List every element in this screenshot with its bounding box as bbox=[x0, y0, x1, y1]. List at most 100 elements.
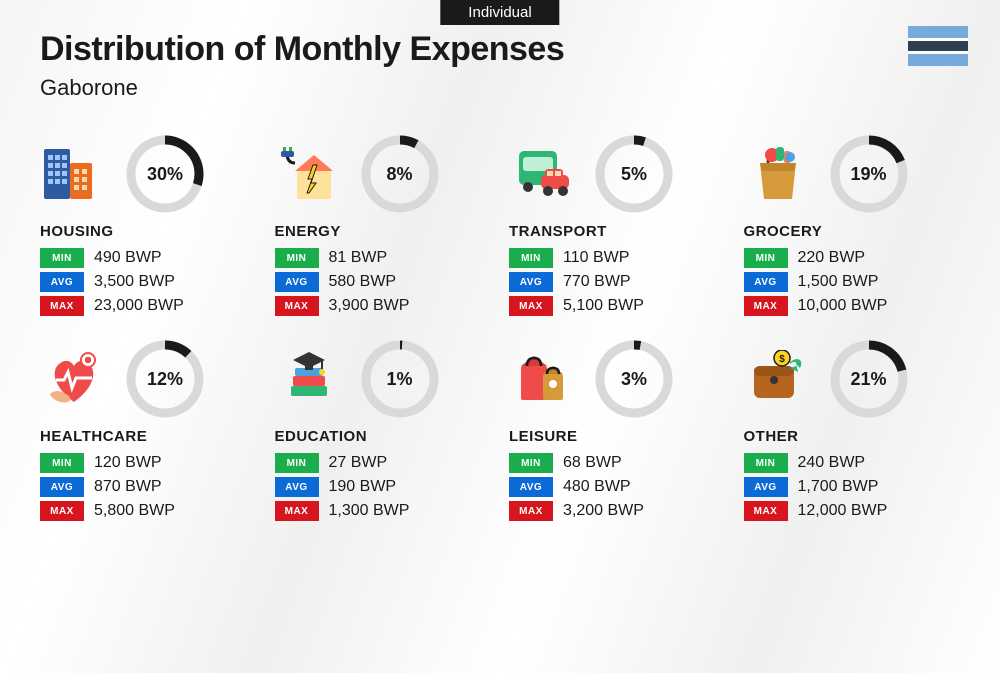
percent-label: 21% bbox=[830, 340, 908, 418]
category-name: EDUCATION bbox=[275, 428, 492, 445]
percent-donut: 30% bbox=[126, 135, 204, 213]
avg-badge: AVG bbox=[509, 477, 553, 497]
stat-row-min: MIN 490 BWP bbox=[40, 248, 257, 268]
stat-row-avg: AVG 870 BWP bbox=[40, 477, 257, 497]
stat-row-avg: AVG 1,700 BWP bbox=[744, 477, 961, 497]
stat-row-avg: AVG 190 BWP bbox=[275, 477, 492, 497]
max-badge: MAX bbox=[40, 501, 84, 521]
avg-value: 770 BWP bbox=[563, 273, 631, 291]
category-name: OTHER bbox=[744, 428, 961, 445]
min-badge: MIN bbox=[744, 453, 788, 473]
stat-row-avg: AVG 480 BWP bbox=[509, 477, 726, 497]
percent-label: 5% bbox=[595, 135, 673, 213]
stat-row-min: MIN 220 BWP bbox=[744, 248, 961, 268]
transport-icon bbox=[509, 140, 577, 208]
avg-value: 480 BWP bbox=[563, 478, 631, 496]
max-value: 12,000 BWP bbox=[798, 502, 888, 520]
percent-label: 1% bbox=[361, 340, 439, 418]
housing-icon bbox=[40, 140, 108, 208]
max-badge: MAX bbox=[509, 296, 553, 316]
stat-row-min: MIN 27 BWP bbox=[275, 453, 492, 473]
stat-row-min: MIN 81 BWP bbox=[275, 248, 492, 268]
min-value: 110 BWP bbox=[563, 249, 629, 267]
category-name: HOUSING bbox=[40, 223, 257, 240]
min-badge: MIN bbox=[275, 453, 319, 473]
percent-donut: 1% bbox=[361, 340, 439, 418]
categories-grid: 30% HOUSING MIN 490 BWP AVG 3,500 BWP MA… bbox=[0, 111, 1000, 525]
max-badge: MAX bbox=[275, 501, 319, 521]
percent-label: 3% bbox=[595, 340, 673, 418]
avg-badge: AVG bbox=[40, 272, 84, 292]
stat-row-min: MIN 68 BWP bbox=[509, 453, 726, 473]
avg-value: 580 BWP bbox=[329, 273, 397, 291]
view-tab[interactable]: Individual bbox=[440, 0, 559, 25]
max-badge: MAX bbox=[509, 501, 553, 521]
stat-row-max: MAX 10,000 BWP bbox=[744, 296, 961, 316]
min-value: 240 BWP bbox=[798, 454, 866, 472]
stat-row-max: MAX 5,800 BWP bbox=[40, 501, 257, 521]
avg-badge: AVG bbox=[275, 272, 319, 292]
max-badge: MAX bbox=[40, 296, 84, 316]
max-value: 3,900 BWP bbox=[329, 297, 410, 315]
percent-donut: 5% bbox=[595, 135, 673, 213]
category-card-energy: 8% ENERGY MIN 81 BWP AVG 580 BWP MAX 3,9… bbox=[275, 135, 492, 320]
min-badge: MIN bbox=[40, 248, 84, 268]
category-card-grocery: 19% GROCERY MIN 220 BWP AVG 1,500 BWP MA… bbox=[744, 135, 961, 320]
stat-row-min: MIN 120 BWP bbox=[40, 453, 257, 473]
min-value: 490 BWP bbox=[94, 249, 162, 267]
min-value: 68 BWP bbox=[563, 454, 622, 472]
percent-donut: 8% bbox=[361, 135, 439, 213]
percent-donut: 12% bbox=[126, 340, 204, 418]
category-card-education: 1% EDUCATION MIN 27 BWP AVG 190 BWP MAX … bbox=[275, 340, 492, 525]
min-value: 220 BWP bbox=[798, 249, 866, 267]
avg-value: 870 BWP bbox=[94, 478, 162, 496]
stat-row-avg: AVG 770 BWP bbox=[509, 272, 726, 292]
max-value: 1,300 BWP bbox=[329, 502, 410, 520]
stat-row-max: MAX 3,900 BWP bbox=[275, 296, 492, 316]
location-subtitle: Gaborone bbox=[40, 75, 960, 101]
leisure-icon bbox=[509, 345, 577, 413]
category-name: HEALTHCARE bbox=[40, 428, 257, 445]
location-flag bbox=[908, 26, 968, 66]
stat-row-max: MAX 12,000 BWP bbox=[744, 501, 961, 521]
stat-row-avg: AVG 3,500 BWP bbox=[40, 272, 257, 292]
avg-value: 190 BWP bbox=[329, 478, 397, 496]
max-value: 23,000 BWP bbox=[94, 297, 184, 315]
min-value: 27 BWP bbox=[329, 454, 388, 472]
max-badge: MAX bbox=[275, 296, 319, 316]
percent-donut: 3% bbox=[595, 340, 673, 418]
percent-label: 12% bbox=[126, 340, 204, 418]
stat-row-avg: AVG 580 BWP bbox=[275, 272, 492, 292]
page-title: Distribution of Monthly Expenses bbox=[40, 30, 960, 69]
percent-label: 19% bbox=[830, 135, 908, 213]
stat-row-max: MAX 3,200 BWP bbox=[509, 501, 726, 521]
energy-icon bbox=[275, 140, 343, 208]
max-value: 10,000 BWP bbox=[798, 297, 888, 315]
category-card-other: $ 21% OTHER MIN 240 BWP AVG 1,700 BWP MA… bbox=[744, 340, 961, 525]
min-badge: MIN bbox=[40, 453, 84, 473]
avg-badge: AVG bbox=[275, 477, 319, 497]
stat-row-max: MAX 23,000 BWP bbox=[40, 296, 257, 316]
max-badge: MAX bbox=[744, 501, 788, 521]
max-badge: MAX bbox=[744, 296, 788, 316]
education-icon bbox=[275, 345, 343, 413]
avg-value: 3,500 BWP bbox=[94, 273, 175, 291]
avg-badge: AVG bbox=[744, 272, 788, 292]
healthcare-icon bbox=[40, 345, 108, 413]
min-badge: MIN bbox=[275, 248, 319, 268]
stat-row-min: MIN 240 BWP bbox=[744, 453, 961, 473]
avg-value: 1,500 BWP bbox=[798, 273, 879, 291]
percent-label: 30% bbox=[126, 135, 204, 213]
grocery-icon bbox=[744, 140, 812, 208]
svg-text:$: $ bbox=[779, 354, 785, 365]
percent-donut: 21% bbox=[830, 340, 908, 418]
max-value: 3,200 BWP bbox=[563, 502, 644, 520]
avg-value: 1,700 BWP bbox=[798, 478, 879, 496]
category-card-housing: 30% HOUSING MIN 490 BWP AVG 3,500 BWP MA… bbox=[40, 135, 257, 320]
min-value: 120 BWP bbox=[94, 454, 162, 472]
stat-row-avg: AVG 1,500 BWP bbox=[744, 272, 961, 292]
avg-badge: AVG bbox=[744, 477, 788, 497]
avg-badge: AVG bbox=[509, 272, 553, 292]
percent-label: 8% bbox=[361, 135, 439, 213]
min-value: 81 BWP bbox=[329, 249, 388, 267]
